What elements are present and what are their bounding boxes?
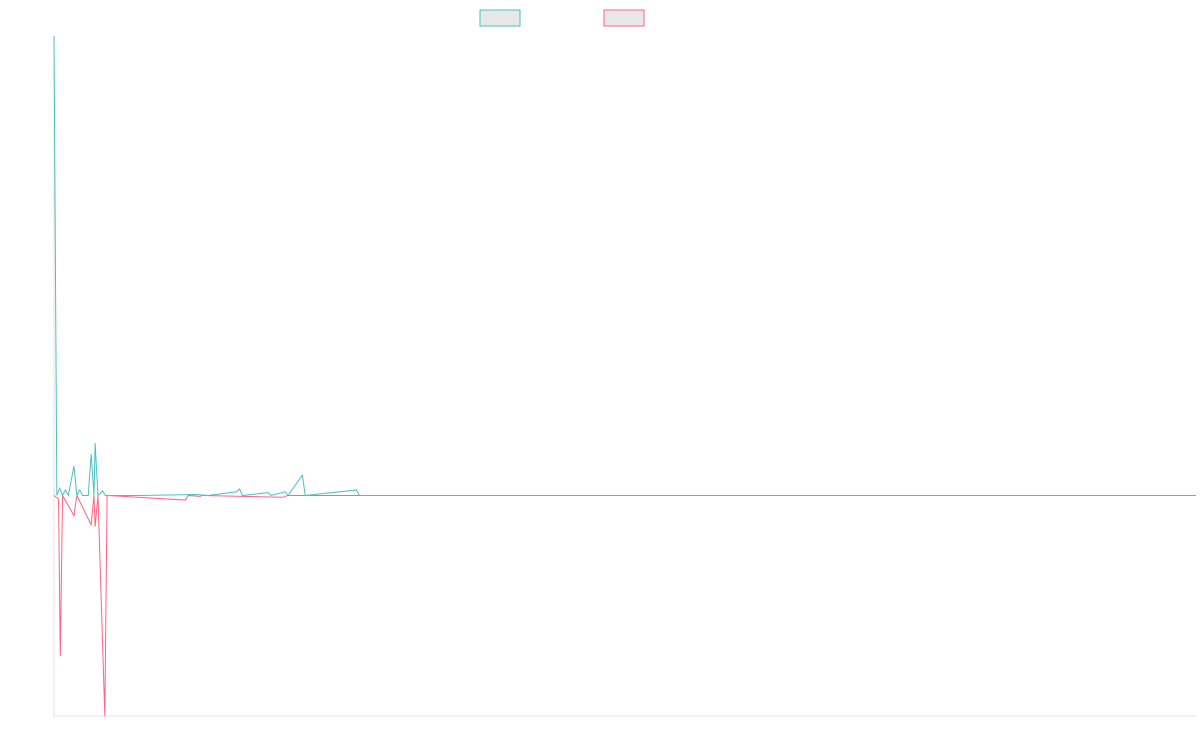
legend-item[interactable]: [603, 9, 645, 27]
legend: [479, 9, 645, 27]
axes: [53, 36, 1196, 717]
legend-swatch: [479, 9, 521, 27]
legend-item[interactable]: [479, 9, 521, 27]
series-line-1: [53, 493, 1196, 717]
series-line-0: [53, 35, 1196, 498]
legend-swatch: [603, 9, 645, 27]
plot-area: [53, 35, 1196, 717]
